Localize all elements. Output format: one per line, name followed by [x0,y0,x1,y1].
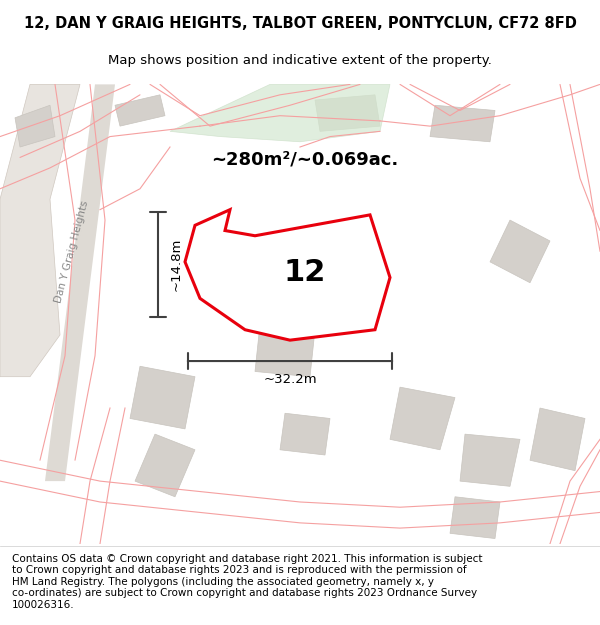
Polygon shape [115,95,165,126]
Text: Dan Y Graig Heights: Dan Y Graig Heights [53,199,91,304]
Polygon shape [490,220,550,282]
Text: 12: 12 [284,258,326,287]
Polygon shape [450,497,500,539]
Text: ~32.2m: ~32.2m [263,373,317,386]
Polygon shape [15,105,55,147]
Text: ~280m²/~0.069ac.: ~280m²/~0.069ac. [211,151,398,169]
Polygon shape [530,408,585,471]
Polygon shape [315,95,380,131]
Text: Map shows position and indicative extent of the property.: Map shows position and indicative extent… [108,54,492,68]
Text: ~14.8m: ~14.8m [170,238,182,291]
Polygon shape [135,434,195,497]
Polygon shape [185,209,390,340]
Text: Contains OS data © Crown copyright and database right 2021. This information is : Contains OS data © Crown copyright and d… [12,554,482,610]
Polygon shape [390,387,455,450]
Polygon shape [255,324,315,377]
Polygon shape [130,366,195,429]
Polygon shape [0,84,80,377]
Polygon shape [280,413,330,455]
Text: 12, DAN Y GRAIG HEIGHTS, TALBOT GREEN, PONTYCLUN, CF72 8FD: 12, DAN Y GRAIG HEIGHTS, TALBOT GREEN, P… [23,16,577,31]
Polygon shape [460,434,520,486]
Polygon shape [45,84,115,481]
Polygon shape [430,105,495,142]
Polygon shape [170,84,390,142]
